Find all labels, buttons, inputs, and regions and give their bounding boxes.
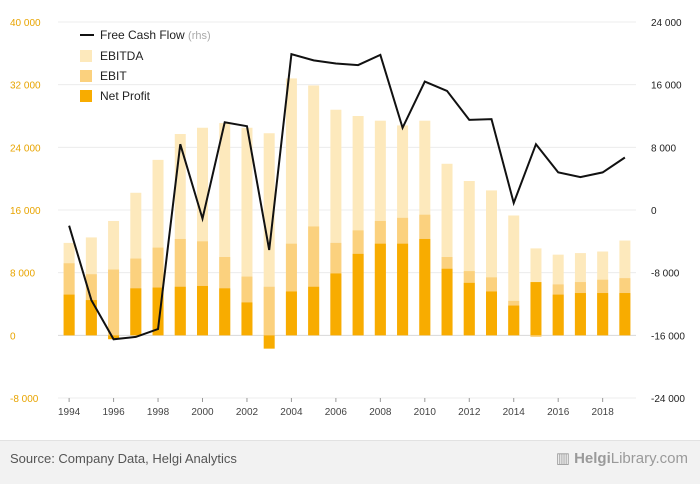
bar-net-profit-2004 <box>286 291 297 335</box>
right-tick-label: 8 000 <box>651 143 676 154</box>
bar-net-profit-2010 <box>419 239 430 335</box>
right-tick-label: -8 000 <box>651 269 680 280</box>
legend-swatch-ebitda <box>80 50 92 62</box>
series-ebitda <box>64 78 631 335</box>
bar-net-profit-2014 <box>508 306 519 336</box>
left-tick-label: 32 000 <box>10 81 41 92</box>
bar-net-profit-2016 <box>553 295 564 336</box>
left-tick-label: -8 000 <box>10 394 39 405</box>
legend-label-net-profit: Net Profit <box>100 89 151 103</box>
left-tick-label: 0 <box>10 331 16 342</box>
legend-swatch-net-profit <box>80 90 92 102</box>
series-ebit <box>64 215 631 337</box>
left-tick-label: 24 000 <box>10 143 41 154</box>
x-tick-label: 2004 <box>280 407 303 418</box>
x-tick-label: 1998 <box>147 407 170 418</box>
bar-net-profit-2002 <box>241 302 252 335</box>
bar-net-profit-2019 <box>619 293 630 335</box>
logo-brand-bold: Helgi <box>574 450 611 467</box>
bar-net-profit-1997 <box>130 288 141 335</box>
bar-net-profit-2001 <box>219 288 230 335</box>
bar-net-profit-2012 <box>464 283 475 335</box>
bar-net-profit-1994 <box>64 295 75 336</box>
bar-net-profit-2005 <box>308 287 319 336</box>
x-tick-label: 1994 <box>58 407 81 418</box>
legend-label-ebitda: EBITDA <box>100 49 143 63</box>
bar-net-profit-2003 <box>264 335 275 348</box>
bar-net-profit-2007 <box>353 254 364 335</box>
x-tick-label: 2018 <box>592 407 615 418</box>
x-tick-label: 2010 <box>414 407 437 418</box>
x-tick-label: 2006 <box>325 407 348 418</box>
right-tick-label: 24 000 <box>651 18 682 29</box>
bar-net-profit-2018 <box>597 293 608 335</box>
bar-net-profit-2015 <box>530 282 541 335</box>
x-tick-label: 2012 <box>458 407 481 418</box>
right-tick-label: -16 000 <box>651 331 685 342</box>
bar-net-profit-2017 <box>575 293 586 335</box>
x-tick-label: 2014 <box>503 407 526 418</box>
legend-label-free-cash-flow: Free Cash Flow (rhs) <box>100 28 211 42</box>
source-note: Source: Company Data, Helgi Analytics <box>10 451 237 466</box>
right-tick-label: 16 000 <box>651 81 682 92</box>
x-tick-label: 2016 <box>547 407 570 418</box>
left-tick-label: 8 000 <box>10 269 35 280</box>
bar-series <box>64 78 631 348</box>
x-tick-label: 2002 <box>236 407 259 418</box>
right-tick-label: 0 <box>651 206 657 217</box>
left-tick-label: 16 000 <box>10 206 41 217</box>
legend-label-ebit: EBIT <box>100 69 127 83</box>
x-axis-ticks: 1994 1996 1998 2000 2002 2004 2006 2008 2010 2012… <box>58 398 614 418</box>
right-tick-label: -24 000 <box>651 394 685 405</box>
left-axis-ticks: -8 000 0 8 000 16 000 24 000 32 000 40 000 <box>10 18 41 405</box>
legend-rhs-note: (rhs) <box>188 30 211 42</box>
fcf-line-series <box>69 54 625 339</box>
bar-net-profit-2000 <box>197 286 208 335</box>
bar-net-profit-2008 <box>375 244 386 336</box>
bar-net-profit-2013 <box>486 291 497 335</box>
bar-ebit-2015 <box>530 335 541 337</box>
helgi-logo-icon: ▥ <box>556 449 570 467</box>
bar-net-profit-2009 <box>397 244 408 336</box>
bar-ebit-1996 <box>108 270 119 336</box>
x-tick-label: 1996 <box>102 407 125 418</box>
x-tick-label: 2000 <box>191 407 214 418</box>
legend: Free Cash Flow (rhs) EBITDA EBIT Net Profit <box>80 28 211 103</box>
bar-net-profit-2006 <box>330 273 341 335</box>
bar-ebit-2003 <box>264 287 275 336</box>
bar-net-profit-2011 <box>442 269 453 336</box>
logo-brand-rest: Library.com <box>611 450 688 467</box>
grid-lines <box>58 22 636 398</box>
chart-area: -8 000 0 8 000 16 000 24 000 32 000 40 000 -24… <box>0 0 700 440</box>
bar-net-profit-1999 <box>175 287 186 336</box>
line-free-cash-flow <box>69 54 625 339</box>
right-axis-ticks: -24 000 -16 000 -8 000 0 8 000 16 000 24 000 <box>651 18 685 405</box>
x-tick-label: 2008 <box>369 407 392 418</box>
footer: Source: Company Data, Helgi Analytics ▥ … <box>0 440 700 484</box>
legend-swatch-ebit <box>80 70 92 82</box>
chart-svg: -8 000 0 8 000 16 000 24 000 32 000 40 000 -24… <box>0 0 700 440</box>
left-tick-label: 40 000 <box>10 18 41 29</box>
